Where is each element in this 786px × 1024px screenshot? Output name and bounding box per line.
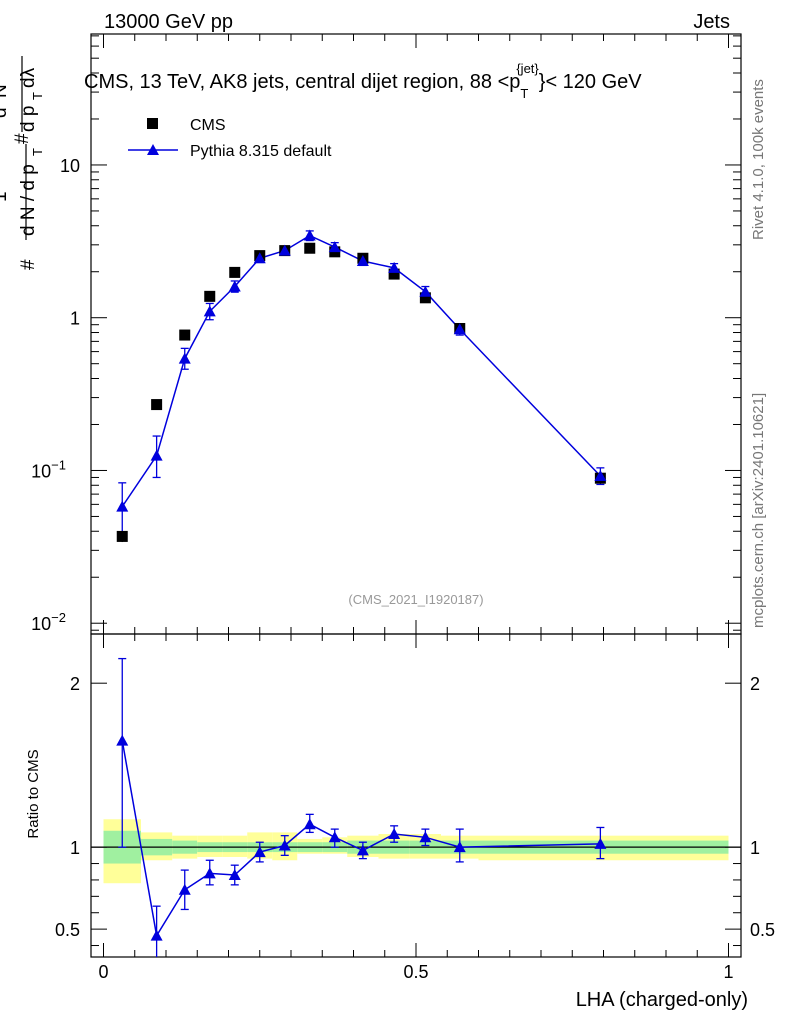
cms-point bbox=[419, 292, 431, 304]
ratio-point bbox=[203, 867, 216, 879]
y-axis-label: # d N / d p T 1 # d p T dλ d 2 N bbox=[0, 56, 45, 270]
cms-point bbox=[179, 329, 191, 341]
ratio-x-tick-label: 1 bbox=[723, 962, 733, 982]
ratio-y-tick-label-right: 0.5 bbox=[750, 920, 775, 940]
pythia-point bbox=[388, 261, 401, 273]
ratio-point bbox=[594, 837, 607, 849]
header-right: Jets bbox=[693, 11, 730, 33]
legend-label-cms: CMS bbox=[190, 117, 226, 134]
ratio-point bbox=[419, 831, 432, 843]
cms-point bbox=[304, 242, 316, 254]
ratio-point bbox=[228, 869, 241, 881]
pythia-point bbox=[150, 449, 163, 461]
y-axis-label-num-d: d bbox=[0, 107, 11, 118]
ratio-point bbox=[278, 839, 291, 851]
ratio-series bbox=[116, 657, 607, 957]
pythia-point bbox=[203, 305, 216, 317]
y-axis-label-den-sub: T bbox=[30, 148, 45, 156]
ratio-line bbox=[121, 740, 601, 938]
pythia-point bbox=[356, 255, 369, 267]
y-axis-label-lambda: dλ bbox=[18, 67, 39, 88]
chart-title: CMS, 13 TeV, AK8 jets, central dijet reg… bbox=[84, 61, 642, 101]
ratio-frame bbox=[90, 633, 742, 958]
rivet-label: Rivet 4.1.0, 100k events bbox=[750, 79, 767, 240]
legend-marker-cms bbox=[147, 118, 158, 129]
mcplots-label: mcplots.cern.ch [arXiv:2401.10621] bbox=[750, 393, 767, 628]
x-axis-label: LHA (charged-only) bbox=[576, 989, 748, 1011]
pythia-point bbox=[253, 252, 266, 264]
ratio-y-tick-label: 1 bbox=[70, 838, 80, 858]
main-y-tick-label: 10−1 bbox=[31, 457, 66, 481]
y-axis-label-num-den-sub: T bbox=[30, 92, 45, 100]
pythia-point bbox=[178, 352, 191, 364]
pythia-point bbox=[278, 244, 291, 256]
y-axis-label-den: d N / d p bbox=[18, 164, 39, 236]
pythia-point bbox=[228, 280, 241, 292]
pythia-point bbox=[453, 323, 466, 335]
ratio-y-label: Ratio to CMS bbox=[25, 749, 42, 838]
header-left: 13000 GeV pp bbox=[104, 11, 233, 33]
cms-point bbox=[388, 268, 400, 280]
y-axis-label-hash: # bbox=[18, 259, 39, 270]
ratio-x-tick-label: 0.5 bbox=[403, 962, 428, 982]
y-axis-label-hash2: # bbox=[12, 133, 33, 144]
ratio-point bbox=[150, 929, 163, 941]
cms-point bbox=[229, 266, 241, 278]
ratio-point bbox=[453, 841, 466, 853]
ratio-y-tick-label-right: 2 bbox=[750, 674, 760, 694]
title-sub: T bbox=[520, 86, 528, 101]
pythia-point bbox=[303, 229, 316, 241]
ratio-point bbox=[388, 828, 401, 840]
legend: CMS Pythia 8.315 default bbox=[128, 117, 332, 160]
y-axis-label-num-den: d p bbox=[18, 106, 39, 132]
y-axis-label-num-N: N bbox=[0, 84, 11, 98]
ratio-axes: 0.5 0.5 1 1 2 2 0 0.5 1 bbox=[55, 633, 775, 982]
legend-label-pythia: Pythia 8.315 default bbox=[190, 143, 332, 160]
ratio-panel: 0.5 0.5 1 1 2 2 0 0.5 1 bbox=[55, 633, 775, 982]
pythia-point bbox=[594, 469, 607, 481]
main-axes: 10−2 10−1 1 10 bbox=[31, 33, 742, 635]
ratio-point bbox=[328, 831, 341, 843]
pythia-line bbox=[121, 234, 601, 508]
ratio-bands bbox=[103, 819, 729, 884]
ratio-point bbox=[303, 818, 316, 830]
pythia-point bbox=[116, 500, 129, 512]
title-suffix: }< 120 GeV bbox=[539, 71, 643, 93]
main-panel: 10−2 10−1 1 10 bbox=[31, 33, 742, 635]
legend-marker-pythia bbox=[147, 144, 159, 155]
ratio-point bbox=[356, 844, 369, 856]
ratio-point bbox=[253, 846, 266, 858]
y-axis-label-one: 1 bbox=[0, 191, 11, 202]
ratio-y-tick-label-right: 1 bbox=[750, 838, 760, 858]
ratio-x-tick-label: 0 bbox=[98, 962, 108, 982]
pythia-point bbox=[419, 285, 432, 297]
main-y-tick-label: 10 bbox=[60, 156, 80, 176]
ratio-y-tick-label: 2 bbox=[70, 674, 80, 694]
cms-point bbox=[204, 290, 216, 302]
cms-point bbox=[151, 399, 163, 411]
main-series bbox=[116, 229, 607, 543]
ratio-point bbox=[178, 883, 191, 895]
pythia-point bbox=[328, 241, 341, 253]
ratio-y-tick-label: 0.5 bbox=[55, 920, 80, 940]
main-y-tick-label: 10−2 bbox=[31, 610, 66, 634]
title-sup: {jet} bbox=[516, 61, 539, 76]
main-y-tick-label: 1 bbox=[70, 309, 80, 329]
ratio-point bbox=[116, 734, 129, 746]
cms-point bbox=[116, 530, 128, 542]
title-prefix: CMS, 13 TeV, AK8 jets, central dijet reg… bbox=[84, 71, 520, 93]
watermark: (CMS_2021_I1920187) bbox=[348, 592, 483, 607]
